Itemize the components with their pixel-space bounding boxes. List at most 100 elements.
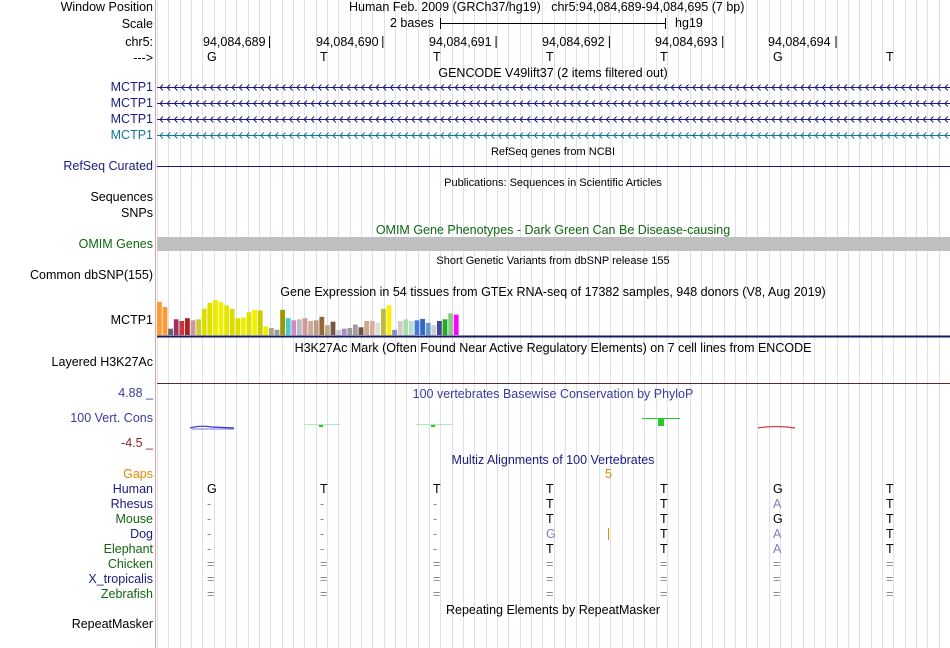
multiz-base: T xyxy=(320,482,328,496)
multiz-base: - xyxy=(433,542,438,556)
multiz-gaps-label[interactable]: Gaps xyxy=(123,467,153,481)
gtex-bar xyxy=(386,305,392,336)
multiz-base: = xyxy=(207,557,215,571)
multiz-base: G xyxy=(773,512,783,526)
repeatmasker-title[interactable]: Repeating Elements by RepeatMasker xyxy=(445,603,660,617)
gtex-title[interactable]: Gene Expression in 54 tissues from GTEx … xyxy=(280,285,826,299)
multiz-base: = xyxy=(207,572,215,586)
gtex-bar xyxy=(263,326,269,336)
multiz-base: = xyxy=(320,557,328,571)
phylop-mark xyxy=(757,425,796,429)
h3k27ac-label[interactable]: Layered H3K27Ac xyxy=(51,355,153,369)
ruler-base: G xyxy=(773,50,783,64)
multiz-base: = xyxy=(320,572,328,586)
multiz-species-label[interactable]: Rhesus xyxy=(110,497,153,511)
gtex-bar xyxy=(224,305,229,336)
gtex-bar xyxy=(325,325,330,335)
omim-title[interactable]: OMIM Gene Phenotypes - Dark Green Can Be… xyxy=(375,223,731,237)
repeatmasker-label[interactable]: RepeatMasker xyxy=(71,617,153,631)
multiz-base: = xyxy=(773,557,781,571)
gencode-item-3[interactable]: MCTP1 xyxy=(110,112,153,126)
multiz-species-label[interactable]: Dog xyxy=(130,527,153,541)
gtex-bar xyxy=(229,308,235,336)
assembly-name: Human Feb. 2009 (GRCh37/hg19) xyxy=(349,0,541,14)
omim-label[interactable]: OMIM Genes xyxy=(78,237,153,251)
multiz-base: = xyxy=(886,587,894,601)
multiz-base: = xyxy=(660,587,668,601)
gtex-bar xyxy=(269,328,274,335)
ruler-position: 94,084,689 xyxy=(203,35,266,49)
gencode-item-4[interactable]: MCTP1 xyxy=(110,128,153,142)
multiz-base: T xyxy=(886,527,894,541)
multiz-species-label[interactable]: Human xyxy=(112,482,153,496)
publications-title[interactable]: Publications: Sequences in Scientific Ar… xyxy=(444,177,662,189)
gtex-bar xyxy=(190,320,196,335)
multiz-base: = xyxy=(546,557,554,571)
gene-strand-arrows xyxy=(159,84,949,91)
gtex-bar xyxy=(319,316,325,335)
multiz-base: - xyxy=(320,497,325,511)
multiz-base: - xyxy=(433,497,438,511)
scale-label[interactable]: Scale xyxy=(121,17,153,31)
multiz-base: G xyxy=(546,527,556,541)
gtex-bar xyxy=(397,321,403,335)
chrom-label[interactable]: chr5: xyxy=(125,35,153,49)
gtex-bar xyxy=(302,318,308,335)
gtex-bar xyxy=(448,313,453,335)
gtex-bar xyxy=(347,328,353,335)
db-name: hg19 xyxy=(675,16,703,30)
ruler-position: 94,084,690 xyxy=(316,35,379,49)
gtex-bar xyxy=(453,314,459,335)
gtex-bar xyxy=(330,321,336,335)
gtex-bar xyxy=(375,322,381,336)
phylop-min-label: -4.5 _ xyxy=(121,436,153,450)
window-position-label[interactable]: Window Position xyxy=(60,0,153,14)
ruler-base: T xyxy=(433,50,441,64)
dbsnp-label[interactable]: Common dbSNP(155) xyxy=(30,268,153,282)
strand-label[interactable]: ---> xyxy=(133,51,153,65)
h3k27ac-title[interactable]: H3K27Ac Mark (Often Found Near Active Re… xyxy=(294,341,812,355)
refseq-title[interactable]: RefSeq genes from NCBI xyxy=(490,146,616,158)
gtex-bar xyxy=(442,319,448,336)
publications-snps-label[interactable]: SNPs xyxy=(121,206,153,220)
multiz-base: T xyxy=(886,542,894,556)
refseq-label[interactable]: RefSeq Curated xyxy=(63,159,153,173)
gencode-item-1[interactable]: MCTP1 xyxy=(110,80,153,94)
gtex-bar xyxy=(235,318,241,335)
phylop-label[interactable]: 100 Vert. Cons xyxy=(70,411,153,425)
gencode-item-2[interactable]: MCTP1 xyxy=(110,96,153,110)
publications-sequences-label[interactable]: Sequences xyxy=(90,190,153,204)
multiz-species-label[interactable]: Elephant xyxy=(103,542,153,556)
multiz-base: A xyxy=(773,527,782,541)
gencode-title[interactable]: GENCODE V49lift37 (2 items filtered out) xyxy=(438,66,668,80)
gtex-bar xyxy=(274,329,280,336)
multiz-species-label[interactable]: Chicken xyxy=(107,557,153,571)
gtex-bar xyxy=(196,319,201,336)
gene-strand-arrows xyxy=(159,132,949,139)
gtex-bar xyxy=(414,320,420,335)
multiz-base: - xyxy=(433,527,438,541)
phylop-title[interactable]: 100 vertebrates Basewise Conservation by… xyxy=(412,387,694,401)
gtex-label[interactable]: MCTP1 xyxy=(110,313,153,327)
gtex-bar xyxy=(252,309,257,335)
multiz-species-label[interactable]: Zebrafish xyxy=(100,587,153,601)
multiz-base: T xyxy=(660,482,668,496)
multiz-base: = xyxy=(660,557,668,571)
ruler-base: T xyxy=(320,50,328,64)
multiz-base: T xyxy=(433,482,441,496)
multiz-base: = xyxy=(320,587,328,601)
multiz-title[interactable]: Multiz Alignments of 100 Vertebrates xyxy=(451,453,655,467)
multiz-species-label[interactable]: X_tropicalis xyxy=(88,572,153,586)
gtex-bar xyxy=(213,300,218,335)
phylop-max-label: 4.88 _ xyxy=(118,386,153,400)
multiz-species-label[interactable]: Mouse xyxy=(115,512,153,526)
gtex-bar xyxy=(241,317,246,335)
dbsnp-title[interactable]: Short Genetic Variants from dbSNP releas… xyxy=(436,255,670,267)
multiz-base: T xyxy=(886,512,894,526)
gtex-bar xyxy=(173,319,179,336)
multiz-base: - xyxy=(320,527,325,541)
multiz-base: = xyxy=(773,587,781,601)
multiz-base: - xyxy=(207,542,212,556)
